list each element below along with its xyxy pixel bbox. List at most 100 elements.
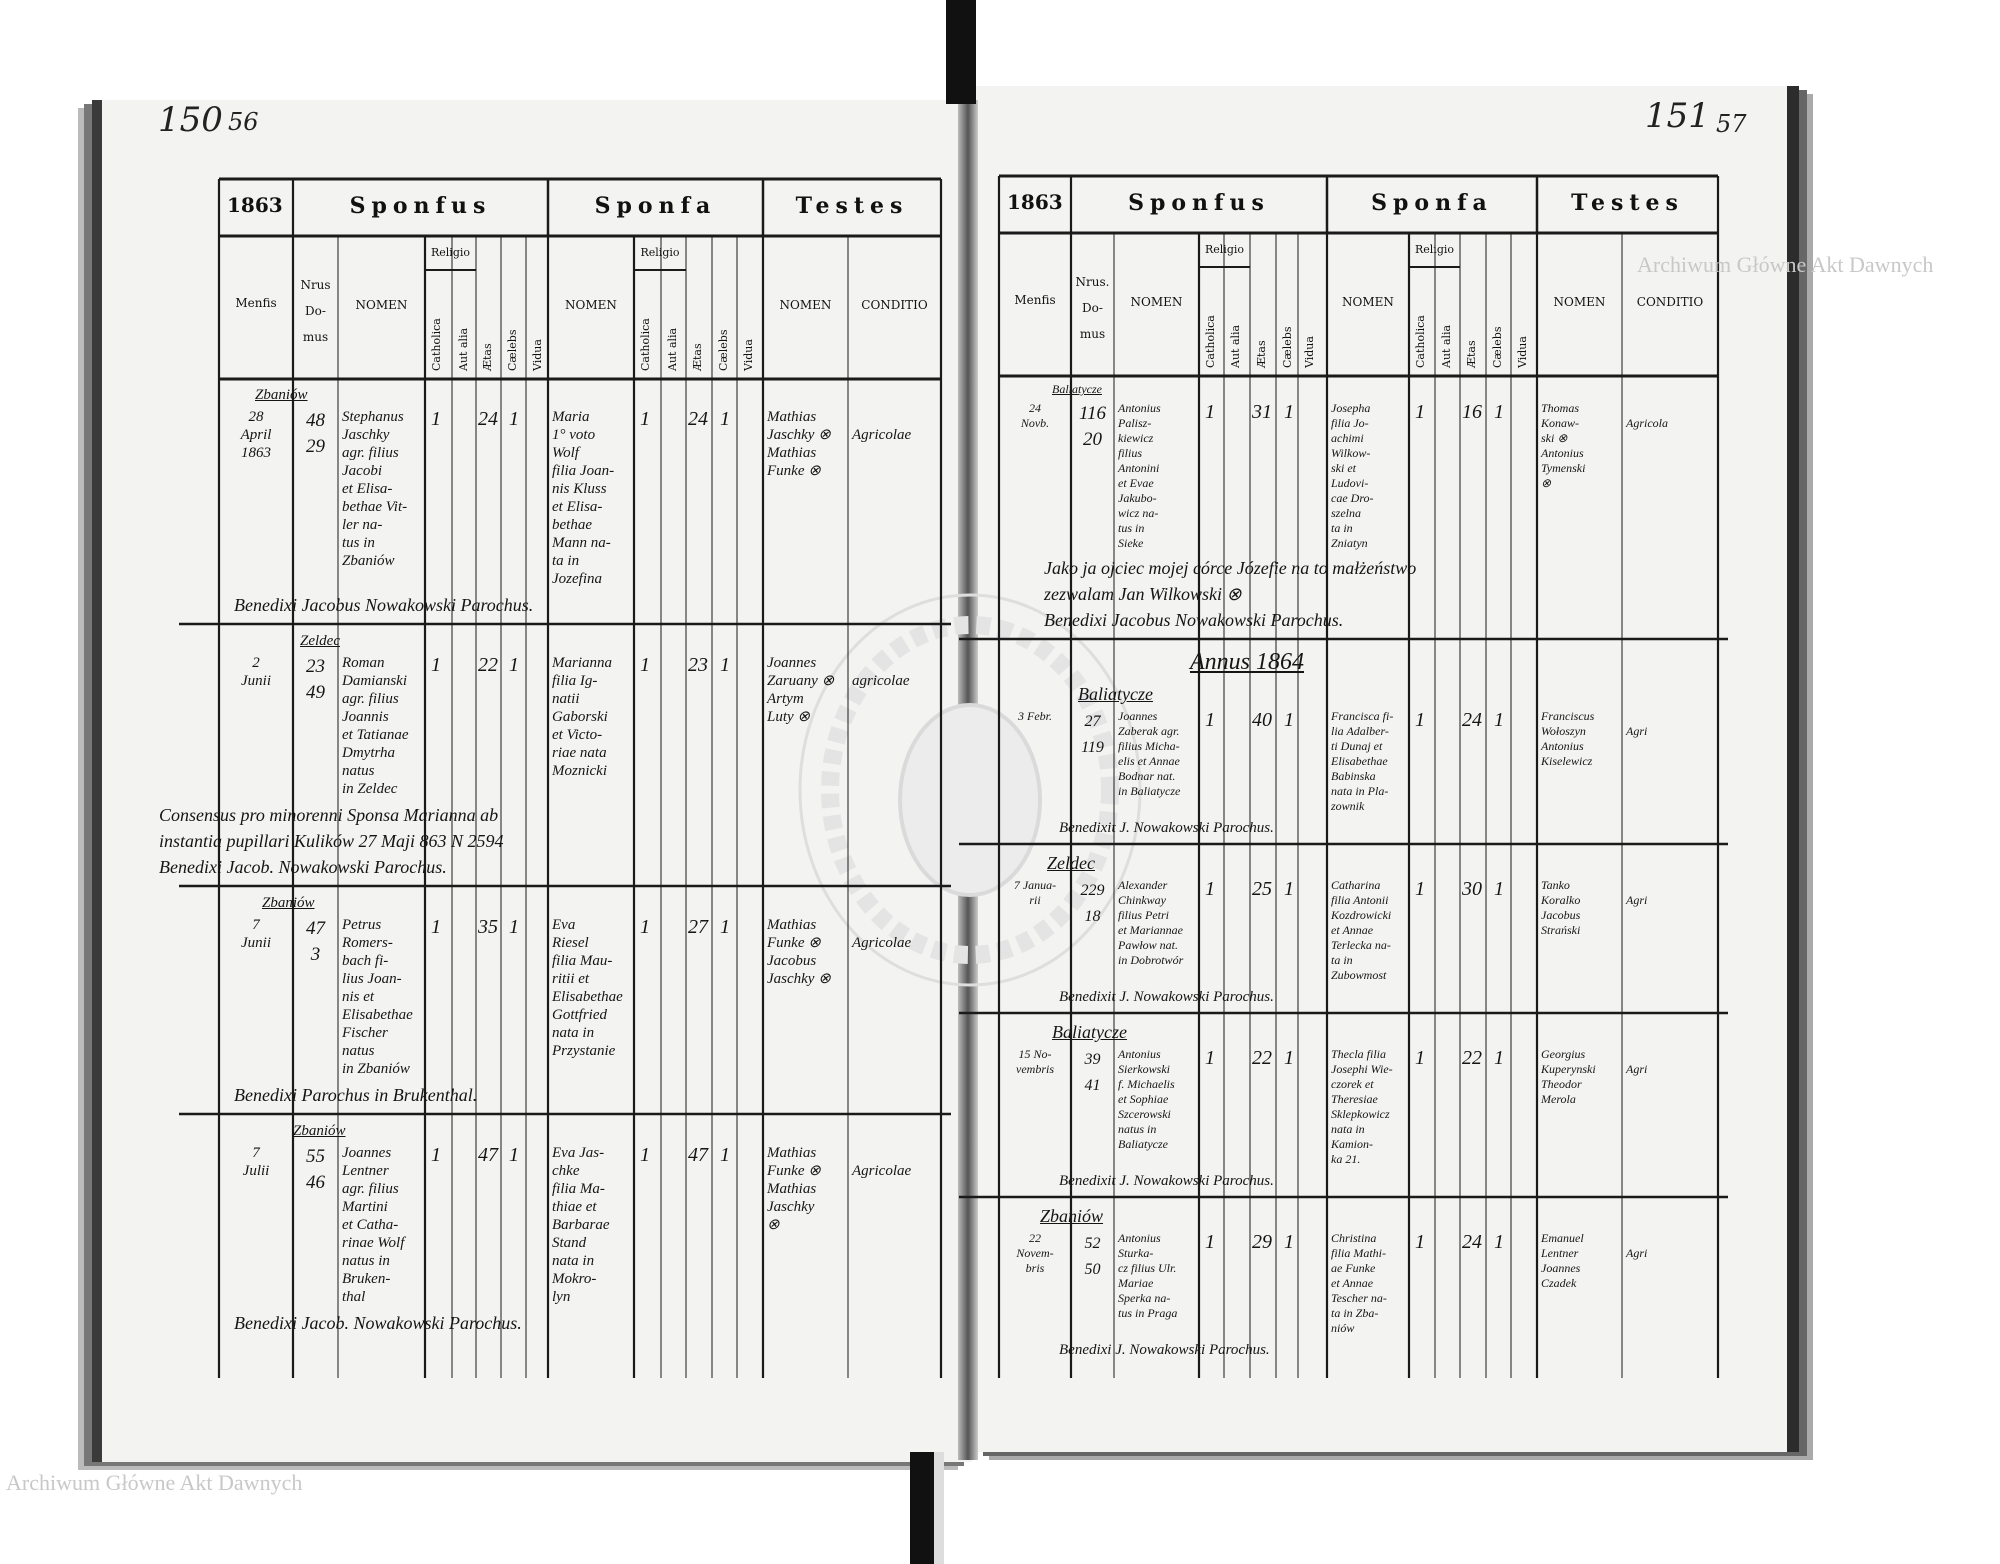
testes-nomen-header: NOMEN [779, 298, 832, 312]
year-label: 1863 [1007, 190, 1063, 214]
village-name: Zbaniów [293, 1123, 346, 1139]
sponsus-aetas-value: 22 [478, 654, 498, 676]
year-label: 1863 [227, 193, 283, 217]
sponsa-nomen-header: NOMEN [1342, 295, 1394, 309]
sponsus-religio-value: 1 [1205, 1231, 1215, 1253]
marriage-date: 7 Janua- rii [1013, 878, 1057, 907]
testes-names: Mathias Funke ⊗ Jacobus Jaschky ⊗ [767, 917, 831, 987]
sponsa-religio-value: 1 [1415, 1047, 1425, 1069]
bookmark-ribbon-bottom [910, 1452, 944, 1564]
vidua-header: Vidua [1303, 336, 1316, 368]
sponsa-status-value: 1 [1494, 1231, 1504, 1253]
testes-conditio: Agri [1626, 1246, 1648, 1260]
sponsa-status-value: 1 [1494, 1047, 1504, 1069]
sponsa-religio-value: 1 [640, 1144, 650, 1166]
testes-conditio: Agri [1626, 724, 1648, 738]
testes-conditio: Agricolae [852, 427, 912, 443]
signature-line: Benedixi J. Nowakowski Parochus. [1059, 1342, 1270, 1358]
sponsus-aetas-value: 40 [1252, 709, 1272, 731]
house-number: 52 50 [1084, 1235, 1101, 1278]
sponsa-name: Eva Jas- chke filia Ma- thiae et Barbara… [552, 1145, 610, 1305]
sponsus-status-value: 1 [1284, 1231, 1294, 1253]
sponsus-religio-value: 1 [1205, 1047, 1215, 1069]
sponsus-religio-value: 1 [1205, 709, 1215, 731]
sponsus-religio-value: 1 [1205, 401, 1215, 423]
sponsus-name: Stephanus Jaschky agr. filius Jacobi et … [342, 409, 408, 569]
marriage-date: 28 April 1863 [240, 409, 272, 461]
sponsa-status-value: 1 [720, 1144, 730, 1166]
village-name: Zeldec [1047, 853, 1095, 873]
bookmark-ribbon-top [946, 0, 976, 104]
aetas-header: Ætas [691, 343, 704, 371]
page-number-alt: 56 [228, 108, 259, 136]
testes-conditio: Agri [1626, 893, 1648, 907]
signature-line: Benedixi Parochus in Brukenthal. [234, 1085, 478, 1105]
religio-header: Religio [1414, 243, 1454, 256]
sponsa-religio-value: 1 [1415, 1231, 1425, 1253]
sponsus-religio-value: 1 [431, 1144, 441, 1166]
sponsa-status-value: 1 [1494, 878, 1504, 900]
sponsus-religio-value: 1 [431, 654, 441, 676]
sponsa-aetas-value: 24 [1462, 1231, 1482, 1253]
house-number: 47 3 [306, 918, 325, 965]
archive-watermark: Archiwum Główne Akt Dawnych [6, 1470, 303, 1495]
testes-header: Testes [1571, 190, 1684, 216]
sponsa-aetas-value: 22 [1462, 1047, 1482, 1069]
house-number: 48 29 [306, 410, 325, 457]
aut-alia-header: Aut alia [1229, 324, 1242, 368]
sponsa-aetas-value: 47 [688, 1144, 708, 1166]
sponsa-name: Eva Riesel filia Mau- ritii et Elisabeth… [552, 917, 623, 1059]
vidua-header: Vidua [531, 339, 544, 371]
religio-header: Religio [640, 246, 680, 259]
sponsa-name: Francisca fi- lia Adalber- ti Dunaj et E… [1331, 709, 1394, 813]
aetas-header: Ætas [1255, 340, 1268, 368]
marriage-date: 24 Novb. [1020, 401, 1050, 430]
house-number: 55 46 [306, 1146, 325, 1193]
house-number: 229 18 [1080, 882, 1105, 925]
testes-nomen-header: NOMEN [1553, 295, 1606, 309]
mensis-header: Menfis [1014, 293, 1056, 307]
sponsus-status-value: 1 [1284, 1047, 1294, 1069]
village-name: Baliatycze [1078, 684, 1153, 704]
catholica-header: Catholica [1414, 315, 1427, 368]
aut-alia-header: Aut alia [1440, 324, 1453, 368]
sponsa-religio-value: 1 [1415, 401, 1425, 423]
testes-names: Georgius Kuperynski Theodor Merola [1541, 1047, 1596, 1106]
testes-names: Thomas Konaw- ski ⊗ Antonius Tymenski ⊗ [1541, 401, 1586, 490]
sponsus-religio-value: 1 [1205, 878, 1215, 900]
page-number: 151 [1645, 96, 1710, 136]
caelebs-header: Cælebs [1281, 326, 1294, 368]
village-name: Baliatycze [1052, 382, 1102, 396]
sponsa-aetas-value: 24 [688, 408, 708, 430]
house-number: 39 41 [1084, 1051, 1101, 1094]
sponsa-aetas-value: 23 [688, 654, 708, 676]
vidua-header: Vidua [742, 339, 755, 371]
sponsus-aetas-value: 29 [1252, 1231, 1272, 1253]
testes-conditio: Agricola [1626, 416, 1668, 430]
sponsa-aetas-value: 24 [1462, 709, 1482, 731]
sponsus-nomen-header: NOMEN [355, 298, 408, 312]
signature-line: Benedixi Jacobus Nowakowski Parochus. [234, 595, 534, 615]
sponsa-name: Thecla filia Josephi Wie- czorek et Ther… [1331, 1047, 1393, 1166]
sponsa-name: Marianna filia Ig- natii Gaborski et Vic… [552, 655, 612, 779]
sponsa-religio-value: 1 [1415, 878, 1425, 900]
sponsus-status-value: 1 [509, 1144, 519, 1166]
house-number: 116 20 [1078, 403, 1107, 450]
nrus-domus-header: Nrus Do- mus [300, 278, 331, 344]
sponsus-status-value: 1 [509, 408, 519, 430]
sponsa-status-value: 1 [720, 654, 730, 676]
sponsa-aetas-value: 27 [688, 916, 708, 938]
sponsa-status-value: 1 [720, 408, 730, 430]
testes-conditio: Agri [1626, 1062, 1648, 1076]
testes-names: Tanko Koralko Jacobus Strański [1541, 878, 1581, 937]
signature-line: Benedixit J. Nowakowski Parochus. [1059, 820, 1274, 836]
sponsa-status-value: 1 [1494, 401, 1504, 423]
archive-watermark: Archiwum Główne Akt Dawnych [1637, 252, 1934, 277]
sponsus-status-value: 1 [1284, 709, 1294, 731]
sponsa-name: Christina filia Mathi- ae Funke et Annae… [1331, 1231, 1387, 1335]
signature-line: Benedixit J. Nowakowski Parochus. [1059, 1173, 1274, 1189]
sponsa-header: Sponfa [1371, 190, 1493, 216]
annus-1864-heading: Annus 1864 [1190, 649, 1304, 675]
sponsa-status-value: 1 [720, 916, 730, 938]
sponsus-aetas-value: 25 [1252, 878, 1272, 900]
